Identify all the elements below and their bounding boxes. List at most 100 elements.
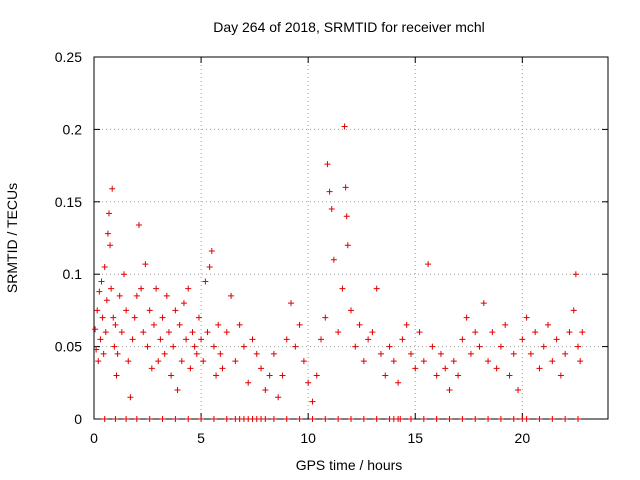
data-point [92, 326, 99, 333]
data-point [339, 285, 346, 292]
data-point [249, 336, 256, 343]
data-point [577, 358, 584, 365]
data-point [352, 343, 359, 350]
data-point [210, 416, 217, 422]
data-point [262, 387, 269, 394]
data-point [183, 336, 190, 343]
data-point [217, 350, 224, 357]
data-point [108, 285, 115, 292]
data-point [142, 261, 149, 268]
data-point [566, 329, 573, 336]
data-point [204, 329, 211, 336]
data-point [572, 271, 579, 278]
chart-title: Day 264 of 2018, SRMTID for receiver mch… [213, 19, 485, 35]
data-point [455, 372, 462, 379]
y-tick-label: 0.2 [63, 121, 83, 137]
data-point [240, 343, 247, 350]
data-point [111, 343, 118, 350]
data-point [288, 300, 295, 307]
y-tick-label: 0.1 [63, 266, 83, 282]
y-tick-labels: 0 0.05 0.1 0.15 0.2 0.25 [55, 49, 82, 427]
data-point [258, 365, 265, 372]
data-point [433, 416, 440, 422]
data-point [163, 292, 170, 299]
data-point [133, 292, 140, 299]
data-point [153, 285, 160, 292]
data-point [96, 288, 103, 295]
data-point [318, 336, 325, 343]
x-tick-label: 5 [197, 430, 205, 446]
data-point [467, 350, 474, 357]
y-tick-label: 0.25 [55, 49, 82, 65]
data-point [429, 343, 436, 350]
data-point [519, 336, 526, 343]
data-point [472, 329, 479, 336]
data-point [485, 416, 492, 422]
data-point [262, 416, 269, 422]
data-point [219, 365, 226, 372]
data-point [270, 416, 277, 422]
data-point [155, 358, 162, 365]
data-point [105, 210, 112, 217]
data-point [416, 329, 423, 336]
data-point [523, 416, 530, 422]
data-point [382, 372, 389, 379]
data-point [102, 329, 109, 336]
data-point [98, 278, 105, 285]
grid-lines [94, 57, 608, 419]
data-point [210, 343, 217, 350]
data-point [131, 314, 138, 321]
data-point [305, 379, 312, 386]
data-point [322, 416, 329, 422]
data-point [138, 285, 145, 292]
data-point [101, 416, 108, 422]
data-point [129, 336, 136, 343]
data-point [275, 394, 282, 401]
data-point [579, 329, 586, 336]
data-point [489, 329, 496, 336]
data-point [532, 329, 539, 336]
data-point [575, 343, 582, 350]
data-point [365, 336, 372, 343]
data-points [92, 123, 586, 422]
data-point [326, 188, 333, 195]
data-point [330, 256, 337, 263]
data-point [118, 329, 125, 336]
y-tick-label: 0 [74, 411, 82, 427]
data-point [103, 297, 110, 304]
x-axis-label: GPS time / hours [296, 457, 403, 473]
data-point [223, 329, 230, 336]
data-point [420, 358, 427, 365]
data-point [309, 398, 316, 405]
data-point [100, 350, 107, 357]
data-point [245, 379, 252, 386]
data-point [536, 365, 543, 372]
y-axis-label: SRMTID / TECUs [4, 183, 20, 293]
axis-ticks [93, 56, 608, 420]
data-point [373, 416, 380, 422]
data-point [180, 300, 187, 307]
data-point [343, 213, 350, 220]
data-point [113, 372, 120, 379]
data-point [159, 314, 166, 321]
data-point [170, 343, 177, 350]
data-point [279, 372, 286, 379]
data-point [174, 387, 181, 394]
data-point [213, 372, 220, 379]
data-point [459, 416, 466, 422]
data-point [553, 336, 560, 343]
data-point [176, 321, 183, 328]
data-point [341, 123, 348, 130]
data-point [399, 336, 406, 343]
data-point [101, 263, 108, 270]
data-point [348, 307, 354, 314]
data-point [112, 321, 119, 328]
data-point [266, 372, 273, 379]
data-point [425, 261, 432, 268]
x-tick-label: 20 [515, 430, 531, 446]
x-tick-label: 15 [407, 430, 423, 446]
data-point [395, 379, 402, 386]
data-point [185, 285, 192, 292]
data-point [223, 416, 230, 422]
data-point [172, 416, 179, 422]
